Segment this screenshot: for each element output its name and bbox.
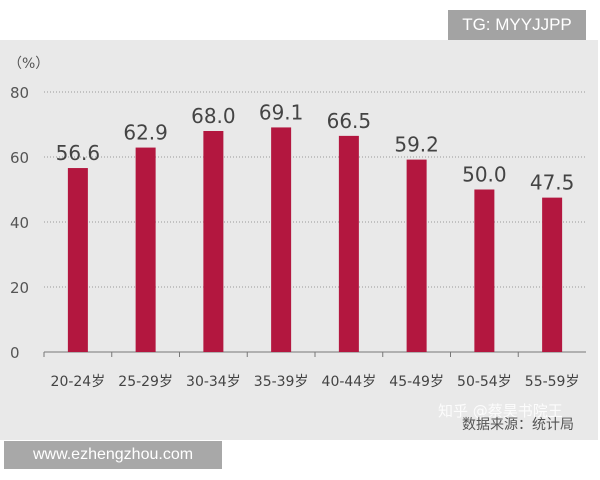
y-tick-label: 60: [10, 149, 29, 167]
watermark-site: www.ezhengzhou.com: [4, 441, 222, 469]
data-label: 68.0: [191, 104, 236, 128]
bar: [542, 197, 563, 352]
data-label: 47.5: [530, 171, 575, 195]
y-tick-label: 40: [10, 214, 29, 232]
data-label: 50.0: [462, 163, 507, 187]
y-axis-unit: （%）: [8, 56, 49, 72]
data-label: 59.2: [394, 133, 439, 157]
chart-panel: [0, 40, 598, 440]
bar: [474, 189, 495, 352]
bar: [135, 147, 156, 352]
data-label: 62.9: [123, 121, 168, 145]
data-label: 69.1: [259, 100, 304, 124]
y-tick-label: 80: [10, 84, 29, 102]
bar: [338, 135, 359, 352]
x-tick-label: 40-44岁: [322, 374, 377, 390]
watermark-tg: TG: MYYJJPP: [448, 10, 586, 40]
bar: [406, 159, 427, 352]
x-tick-label: 25-29岁: [118, 374, 173, 390]
watermark-zhihu: 知乎 @蔡昊书院王: [438, 402, 563, 420]
x-tick-label: 55-59岁: [525, 374, 580, 390]
x-tick-label: 35-39岁: [254, 374, 309, 390]
data-label: 56.6: [56, 141, 101, 165]
x-tick-label: 30-34岁: [186, 374, 241, 390]
x-tick-label: 50-54岁: [457, 374, 512, 390]
bar: [67, 168, 88, 352]
y-tick-label: 0: [10, 344, 20, 362]
data-label: 66.5: [327, 109, 372, 133]
source-note: 数据来源：统计局: [462, 417, 574, 433]
bar: [271, 127, 292, 352]
bar: [203, 131, 224, 352]
y-tick-label: 20: [10, 279, 29, 297]
x-tick-label: 20-24岁: [51, 374, 106, 390]
x-tick-label: 45-49岁: [389, 374, 444, 390]
